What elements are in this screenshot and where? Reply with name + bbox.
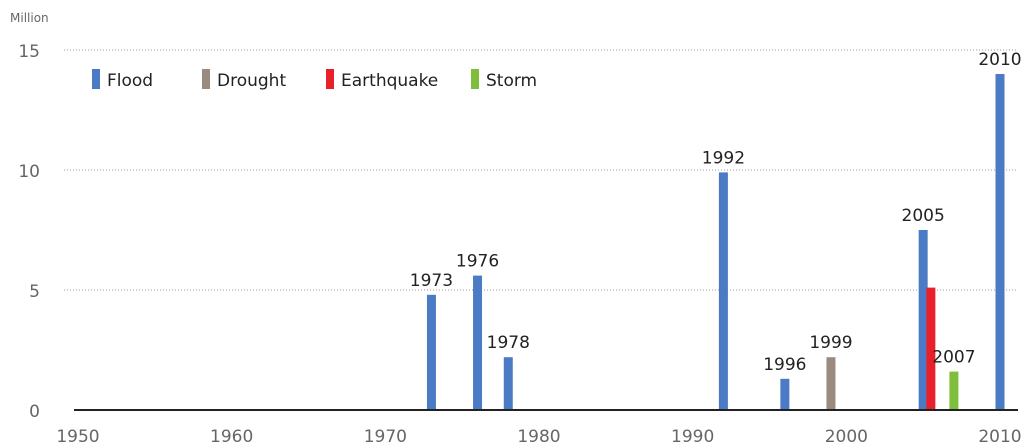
data-label-2005: 2005	[902, 206, 945, 226]
data-label-2010: 2010	[978, 50, 1021, 70]
x-tick-label-1970: 1970	[364, 427, 407, 446]
x-tick-label-2010: 2010	[978, 427, 1021, 446]
legend-swatch-storm	[471, 69, 479, 89]
bar-storm-2007	[949, 371, 959, 410]
legend-label-earthquake: Earthquake	[341, 71, 438, 91]
bar-drought-1999	[826, 357, 836, 410]
legend-label-drought: Drought	[217, 71, 286, 91]
bar-flood-1976	[473, 275, 483, 410]
data-label-1976: 1976	[456, 252, 499, 272]
bars	[426, 74, 1005, 410]
x-tick-label-1980: 1980	[517, 427, 560, 446]
y-tick-label-0: 0	[29, 402, 40, 422]
y-tick-label-15: 15	[18, 42, 40, 62]
x-tick-label-1960: 1960	[210, 427, 253, 446]
legend: Flood Drought Earthquake Storm	[92, 69, 537, 91]
y-unit-label: Million	[10, 11, 49, 25]
y-tick-label-5: 5	[29, 282, 40, 302]
data-label-2007: 2007	[932, 348, 975, 368]
data-label-1992: 1992	[702, 148, 745, 168]
legend-label-storm: Storm	[486, 71, 537, 91]
bar-flood-1996	[780, 378, 790, 410]
legend-swatch-flood	[92, 69, 100, 89]
y-tick-label-10: 10	[18, 162, 40, 182]
axes: 0 5 10 15 1950 1960 1970 1980 1990 2000 2010	[18, 42, 1021, 446]
data-label-1999: 1999	[809, 333, 852, 353]
x-tick-label-1990: 1990	[671, 427, 714, 446]
bar-earthquake-2005.5	[926, 287, 936, 410]
data-label-1978: 1978	[487, 333, 530, 353]
bar-flood-1978	[503, 357, 513, 410]
bar-flood-2005	[918, 230, 928, 410]
legend-swatch-earthquake	[326, 69, 334, 89]
bar-flood-1992	[718, 172, 728, 410]
x-tick-label-2000: 2000	[825, 427, 868, 446]
bar-flood-1973	[426, 294, 436, 410]
bar-flood-2010	[995, 74, 1005, 410]
data-label-1973: 1973	[410, 271, 453, 291]
legend-label-flood: Flood	[107, 71, 153, 91]
grid-lines	[64, 49, 1018, 291]
legend-swatch-drought	[202, 69, 210, 89]
data-label-1996: 1996	[763, 355, 806, 375]
x-tick-label-1950: 1950	[56, 427, 99, 446]
